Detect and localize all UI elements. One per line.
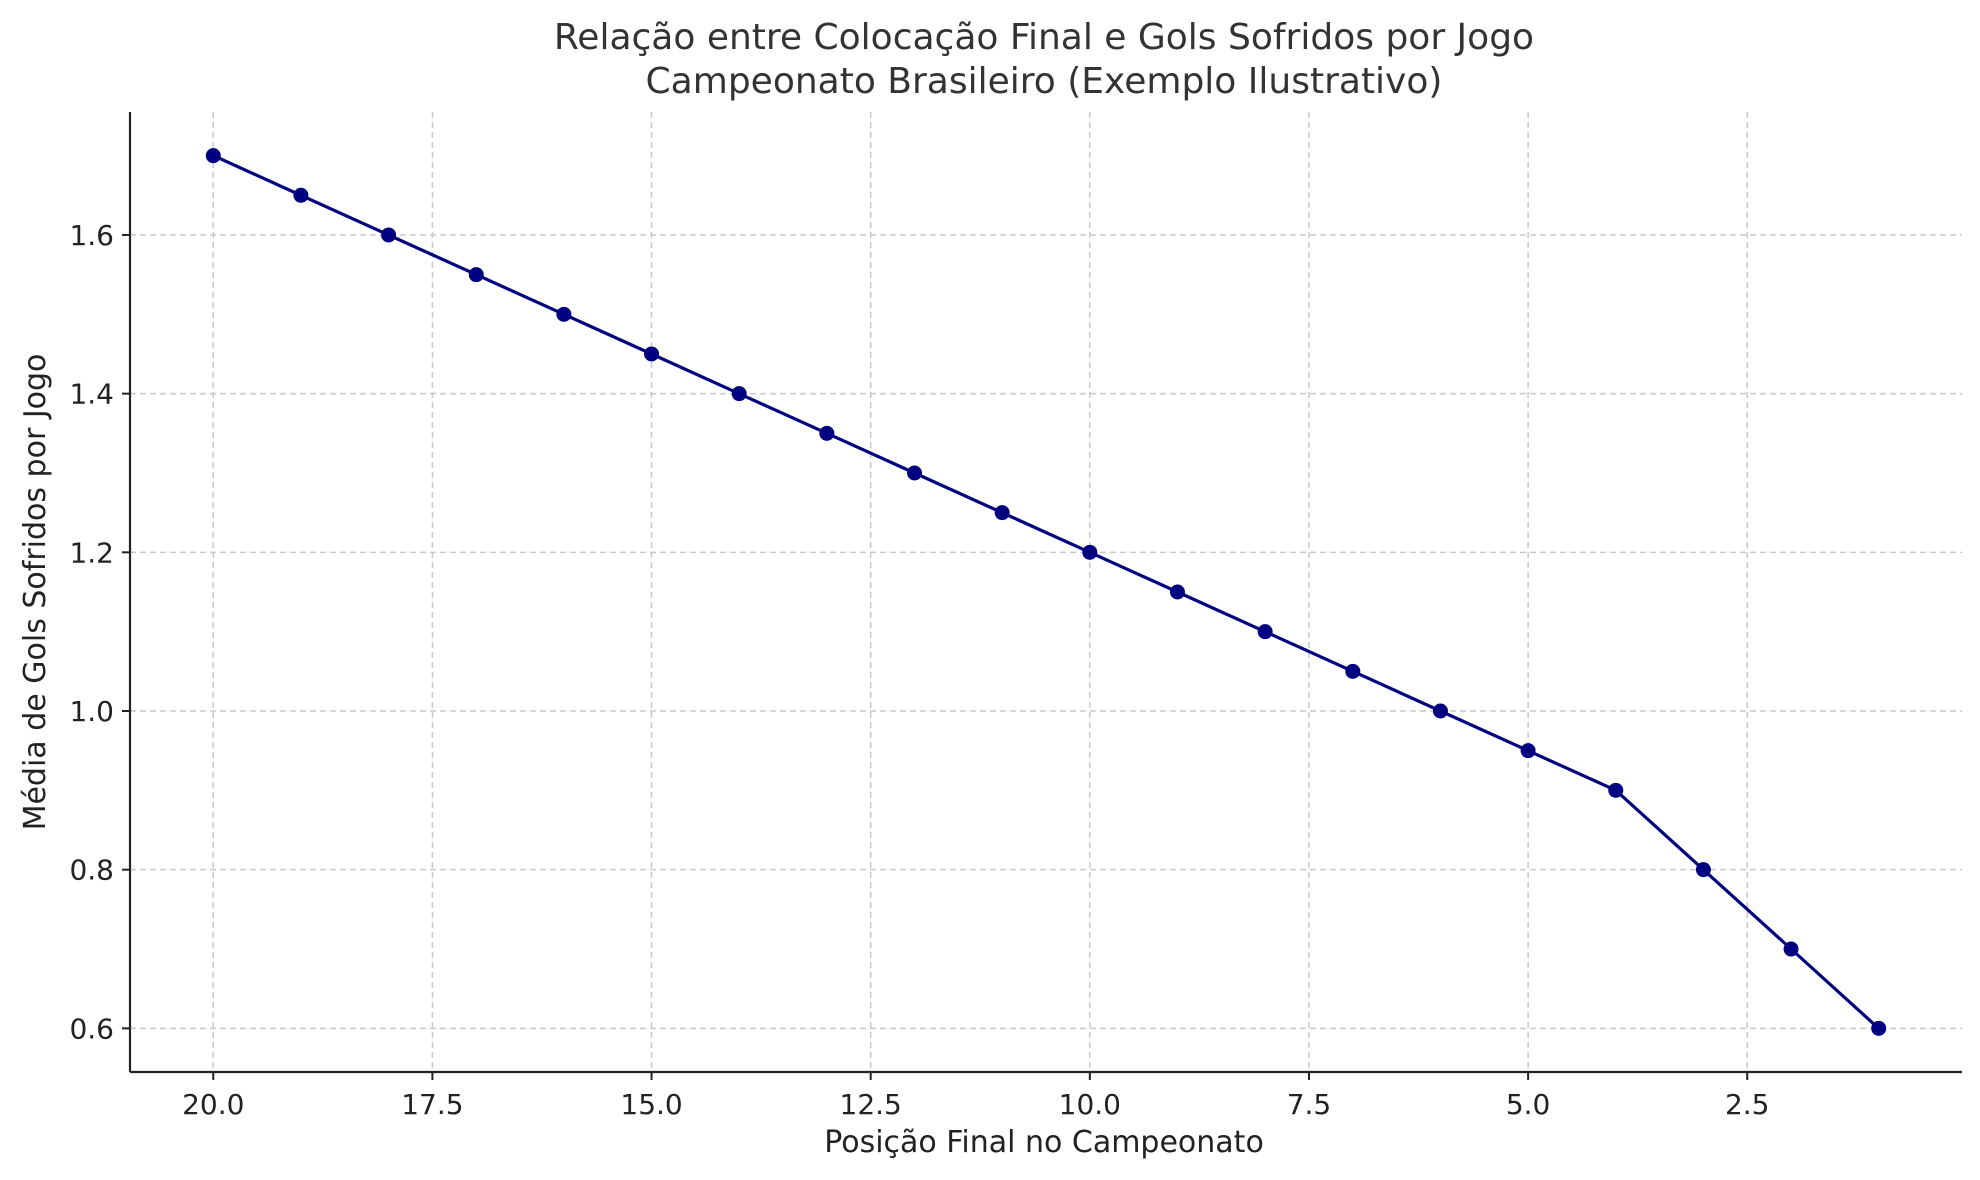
x-tick-label: 15.0 xyxy=(620,1088,682,1121)
data-point xyxy=(293,187,309,203)
y-axis-label: Média de Gols Sofridos por Jogo xyxy=(18,354,53,831)
data-point xyxy=(468,267,484,283)
y-tick-label: 1.6 xyxy=(69,219,114,252)
y-tick-label: 1.4 xyxy=(69,378,114,411)
data-point xyxy=(1257,624,1273,640)
x-axis-label: Posição Final no Campeonato xyxy=(824,1125,1264,1160)
data-point xyxy=(1082,544,1098,560)
grid xyxy=(130,112,1962,1072)
data-point xyxy=(731,386,747,402)
data-point xyxy=(644,346,660,362)
chart-subtitle: Campeonato Brasileiro (Exemplo Ilustrati… xyxy=(646,61,1443,102)
y-tick-label: 1.0 xyxy=(69,695,114,728)
x-tick-label: 17.5 xyxy=(401,1088,463,1121)
data-point xyxy=(1169,584,1185,600)
series-layer xyxy=(205,148,1887,1036)
data-point xyxy=(205,148,221,164)
x-tick-label: 20.0 xyxy=(182,1088,244,1121)
data-point xyxy=(1871,1020,1887,1036)
chart-title: Relação entre Colocação Final e Gols Sof… xyxy=(554,17,1534,58)
data-point xyxy=(1783,941,1799,957)
x-tick-label: 7.5 xyxy=(1287,1088,1332,1121)
x-tick-label: 5.0 xyxy=(1506,1088,1551,1121)
series-line xyxy=(212,154,1880,1030)
x-tick-label: 12.5 xyxy=(840,1088,902,1121)
x-tick-label: 2.5 xyxy=(1725,1088,1770,1121)
y-tick-label: 1.2 xyxy=(69,536,114,569)
data-point xyxy=(994,505,1010,521)
data-point xyxy=(1520,743,1536,759)
data-point xyxy=(1345,663,1361,679)
y-tick-label: 0.6 xyxy=(69,1012,114,1045)
data-point xyxy=(907,465,923,481)
data-point xyxy=(1432,703,1448,719)
x-tick-label: 10.0 xyxy=(1059,1088,1121,1121)
y-tick-label: 0.8 xyxy=(69,854,114,887)
data-point xyxy=(556,306,572,322)
data-point xyxy=(1608,782,1624,798)
axes: 20.0 17.5 15.0 12.5 10.0 7.5 5.0 2.5 0.6 0.8 1.0 1.… xyxy=(69,112,1962,1121)
data-point xyxy=(1695,862,1711,878)
data-point xyxy=(381,227,397,243)
data-point xyxy=(819,425,835,441)
